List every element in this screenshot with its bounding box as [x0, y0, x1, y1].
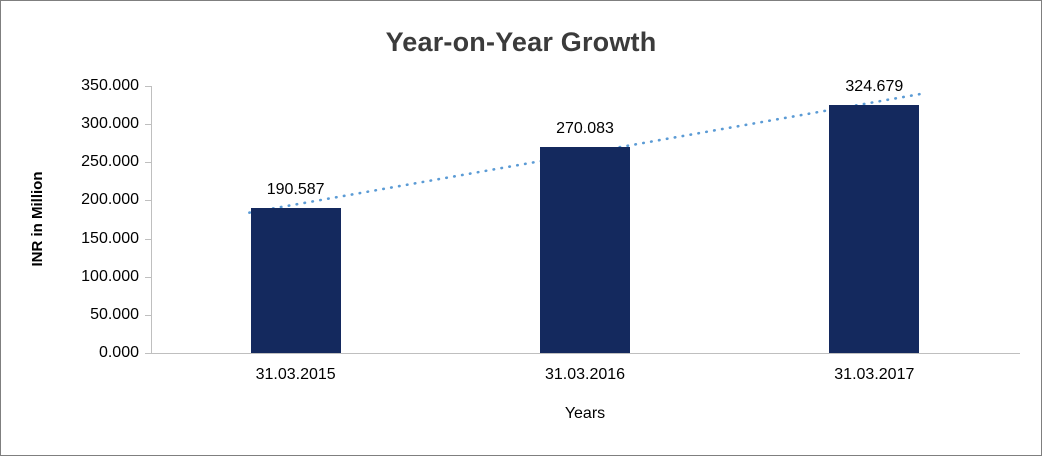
bar-value-label: 324.679	[845, 78, 904, 96]
y-tick-mark	[145, 200, 151, 202]
x-tick-label: 31.03.2017	[834, 366, 915, 383]
y-tick-mark	[145, 124, 151, 126]
y-tick-label: 0.000	[98, 344, 139, 361]
y-tick-label: 100.000	[81, 267, 139, 285]
bar	[540, 146, 630, 353]
y-tick-mark	[145, 238, 151, 240]
y-tick-label: 200.000	[81, 191, 139, 209]
y-tick-mark	[145, 276, 151, 278]
x-axis-label: Years	[564, 405, 606, 422]
chart-title: Year-on-Year Growth	[385, 27, 657, 57]
y-tick-label: 350.000	[81, 77, 139, 94]
y-tick-label: 150.000	[81, 229, 139, 247]
y-tick-label: 300.000	[81, 115, 139, 133]
y-tick-mark	[145, 162, 151, 164]
y-tick-label: 50.000	[90, 305, 139, 323]
y-tick-mark	[145, 86, 151, 87]
bar	[829, 105, 920, 353]
x-tick-label: 31.03.2015	[255, 366, 336, 383]
plot-area	[151, 86, 1020, 354]
x-tick-label: 31.03.2016	[544, 366, 626, 383]
y-tick-mark	[145, 314, 151, 316]
bar	[250, 207, 341, 353]
y-tick-mark	[145, 353, 151, 354]
bar-value-label: 190.587	[266, 180, 325, 198]
bar-value-label: 270.083	[556, 119, 614, 137]
y-tick-label: 250.000	[81, 153, 139, 171]
